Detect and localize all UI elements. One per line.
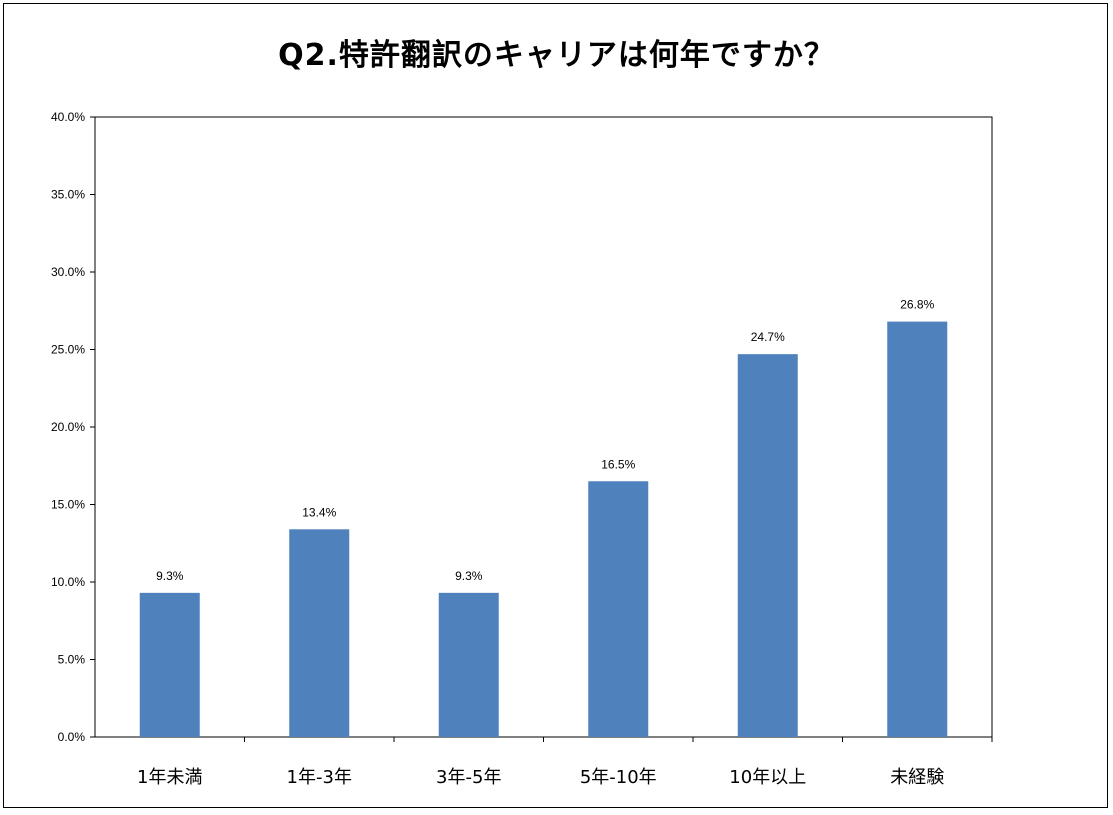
plot-area: 0.0% 5.0% 10.0% 15.0% 20.0% 25.0% 30.0% 35.0% 40… <box>51 110 993 788</box>
y-tick-label: 30.0% <box>51 265 85 279</box>
category-label: 3年-5年 <box>436 767 501 788</box>
bar <box>438 592 499 737</box>
y-tick-label: 0.0% <box>58 730 86 744</box>
data-label: 9.3% <box>156 569 184 583</box>
data-label: 24.7% <box>751 330 785 344</box>
category-label: 1年未満 <box>137 767 202 788</box>
y-tick-label: 20.0% <box>51 420 85 434</box>
plot-border <box>94 116 993 738</box>
data-label: 26.8% <box>900 298 934 312</box>
bar <box>887 321 948 737</box>
category-label: 5年-10年 <box>580 767 657 788</box>
category-label: 未経験 <box>890 767 944 788</box>
y-tick-label: 25.0% <box>51 343 85 357</box>
chart-title: Q2.特許翻訳のキャリアは何年ですか？ <box>278 38 835 73</box>
y-tick-label: 15.0% <box>51 498 85 512</box>
bar <box>737 354 798 737</box>
bar <box>289 529 350 737</box>
data-label: 13.4% <box>302 505 336 519</box>
y-tick-label: 5.0% <box>58 653 86 667</box>
category-label: 10年以上 <box>729 767 806 788</box>
y-tick-label: 40.0% <box>51 110 85 124</box>
bar <box>588 481 649 737</box>
y-tick-label: 35.0% <box>51 188 85 202</box>
bar <box>139 592 200 737</box>
y-tick-label: 10.0% <box>51 575 85 589</box>
category-label: 1年-3年 <box>287 767 352 788</box>
data-label: 9.3% <box>455 569 483 583</box>
data-label: 16.5% <box>601 457 635 471</box>
